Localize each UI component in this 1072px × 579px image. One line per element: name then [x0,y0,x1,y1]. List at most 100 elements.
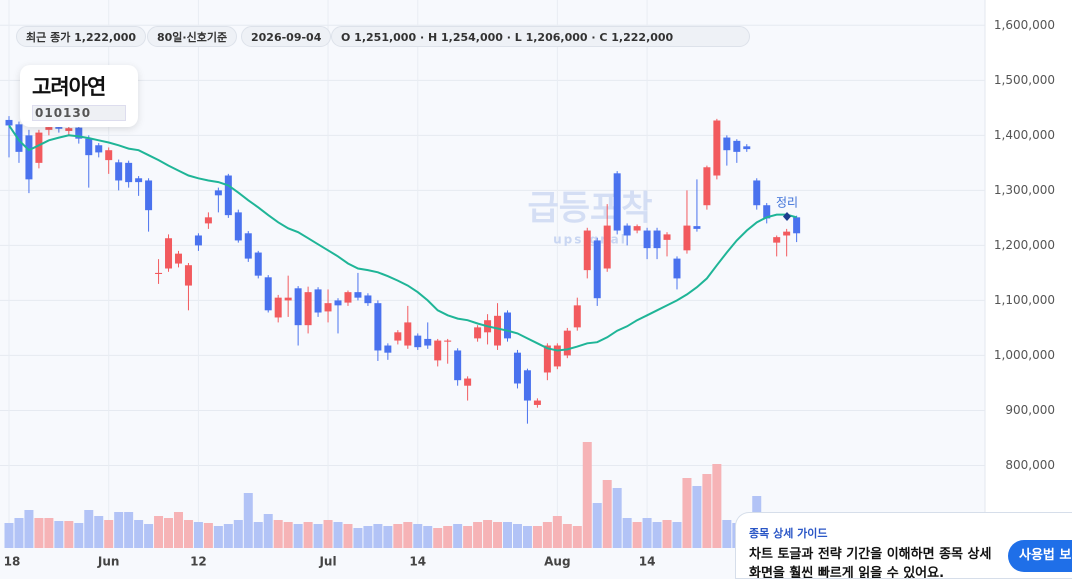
candle-body [623,225,631,236]
candle-body [504,312,511,339]
candle-body [593,240,601,299]
volume-bar [652,522,662,548]
candle-body [25,135,33,180]
candle-body [294,288,302,326]
volume-bar [493,522,503,548]
candle-body [513,352,521,384]
volume-bar [44,518,54,548]
candle-body [334,300,342,306]
volume-bar [183,520,193,548]
candle-body [65,128,73,131]
candle-body [135,178,143,183]
candle-body [434,340,442,361]
candle-body [224,175,232,216]
volume-bar [433,528,443,548]
volume-bar [283,522,293,548]
candle-body [673,258,681,279]
volume-bar [403,522,413,548]
volume-bar [313,524,323,548]
x-tick-label: 14 [409,555,426,569]
y-tick-label: 1,500,000 [994,73,1055,87]
x-tick-label: 14 [639,555,656,569]
x-tick-label: Jun [97,555,120,569]
watermark-title: 급등포착 [527,189,652,229]
volume-bar [4,523,14,548]
volume-bar [602,480,612,548]
volume-bar [642,518,652,548]
volume-bar [552,516,562,548]
candle-body [394,332,402,341]
candle-body [374,303,382,351]
volume-bar [353,528,363,548]
volume-bar [293,524,303,548]
chip: 2026-09-04 [241,26,332,47]
candle-body [713,120,721,176]
volume-bar [393,524,403,548]
candle-body [204,217,212,224]
candle-body [404,322,412,346]
volume-bar [24,510,34,548]
candle-body [75,127,83,139]
volume-bar [443,526,453,548]
volume-bar [84,510,94,548]
volume-bar [144,524,154,548]
volume-bar [223,524,233,548]
volume-bar [612,488,622,548]
price-axis-area [985,0,1072,579]
volume-bar [453,524,463,548]
y-tick-label: 1,100,000 [994,293,1055,307]
volume-bar [483,520,493,548]
volume-bar [134,520,144,548]
chip: 80일·신호기준 [147,26,238,47]
volume-bar [203,523,213,548]
candle-body [533,400,541,405]
x-tick-label: 18 [4,555,21,569]
candle-body [683,225,691,251]
volume-bar [273,520,283,548]
volume-bar [692,486,702,548]
candle-body [244,233,252,259]
candle-body [753,180,761,206]
y-tick-label: 900,000 [1005,403,1055,417]
volume-bar [632,522,642,548]
volume-bar [702,474,712,548]
candle-body [304,292,312,326]
volume-bar [114,512,124,548]
candle-body [324,303,332,312]
candle-body [494,315,502,346]
candle-body [364,295,372,304]
candle-body [464,378,472,386]
volume-bar [522,526,532,548]
volume-bar [413,524,423,548]
stock-code: 010130 [32,105,126,121]
volume-bar [333,522,343,548]
candle-body [454,350,462,381]
volume-bar [94,516,104,548]
candle-body [174,253,182,264]
candle-body [763,205,771,219]
candle-body [15,124,23,152]
volume-bar [712,464,722,548]
volume-bar [682,478,692,548]
guide-button[interactable]: 사용법 보기 [1008,540,1072,572]
volume-bar [54,521,64,548]
candle-body [563,330,571,356]
candle-body [613,173,621,231]
candle-body [583,230,591,271]
volume-bar [193,522,203,548]
y-tick-label: 1,600,000 [994,18,1055,32]
volume-bar [74,523,84,548]
candle-body [573,305,581,328]
guide-body: 차트 토글과 전략 기간을 이해하면 종목 상세 화면을 훨씬 빠르게 읽을 수… [749,547,992,579]
y-tick-label: 1,000,000 [994,348,1055,362]
volume-bar [34,518,44,548]
candle-body [165,238,173,269]
volume-bar [383,526,393,548]
candle-body [284,297,292,301]
volume-bar [233,520,243,548]
candle-body [354,292,362,298]
candle-body [633,226,641,231]
candle-body [344,292,352,303]
volume-bar [323,520,333,548]
